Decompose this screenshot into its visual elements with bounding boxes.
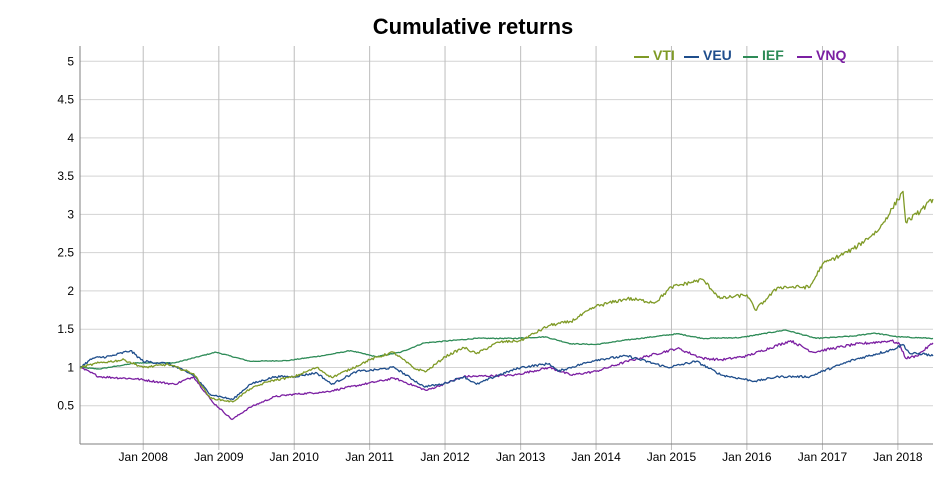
- y-tick-label: 1: [67, 360, 74, 374]
- y-tick-label: 0.5: [57, 399, 74, 413]
- x-tick-label: Jan 2017: [798, 450, 848, 464]
- legend-label-vti: VTI: [653, 47, 675, 63]
- series-layer: [79, 190, 934, 421]
- y-tick-label: 4: [67, 131, 74, 145]
- x-tick-label: Jan 2010: [270, 450, 320, 464]
- y-tick-label: 1.5: [57, 322, 74, 336]
- x-tick-label: Jan 2011: [345, 450, 394, 464]
- x-tick-label: Jan 2018: [873, 450, 923, 464]
- y-tick-label: 2.5: [57, 246, 74, 260]
- y-tick-label: 4.5: [57, 93, 74, 107]
- x-tick-label: Jan 2009: [194, 450, 244, 464]
- y-tick-label: 5: [67, 54, 74, 68]
- series-line-ief: [79, 329, 934, 370]
- x-tick-label: Jan 2015: [647, 450, 697, 464]
- y-tick-label: 2: [67, 284, 74, 298]
- x-tick-label: Jan 2012: [420, 450, 470, 464]
- legend-label-veu: VEU: [703, 47, 732, 63]
- series-line-vnq: [79, 339, 934, 421]
- x-tick-label: Jan 2013: [496, 450, 546, 464]
- legend: VTI VEU IEF VNQ: [634, 47, 846, 63]
- series-line-veu: [79, 343, 934, 401]
- x-tick-label: Jan 2008: [119, 450, 169, 464]
- series-line-vti: [79, 190, 934, 403]
- legend-label-ief: IEF: [762, 47, 784, 63]
- x-tick-label: Jan 2014: [571, 450, 621, 464]
- x-tick-label: Jan 2016: [722, 450, 772, 464]
- axes: 0.5 1 1.5 2 2.5 3 3.5 4 4.5 5 Jan 2008 Jan 2009 Jan …: [57, 46, 933, 464]
- legend-label-vnq: VNQ: [816, 47, 846, 63]
- y-tick-label: 3.5: [57, 169, 74, 183]
- chart-title: Cumulative returns: [373, 14, 574, 39]
- y-tick-label: 3: [67, 207, 74, 221]
